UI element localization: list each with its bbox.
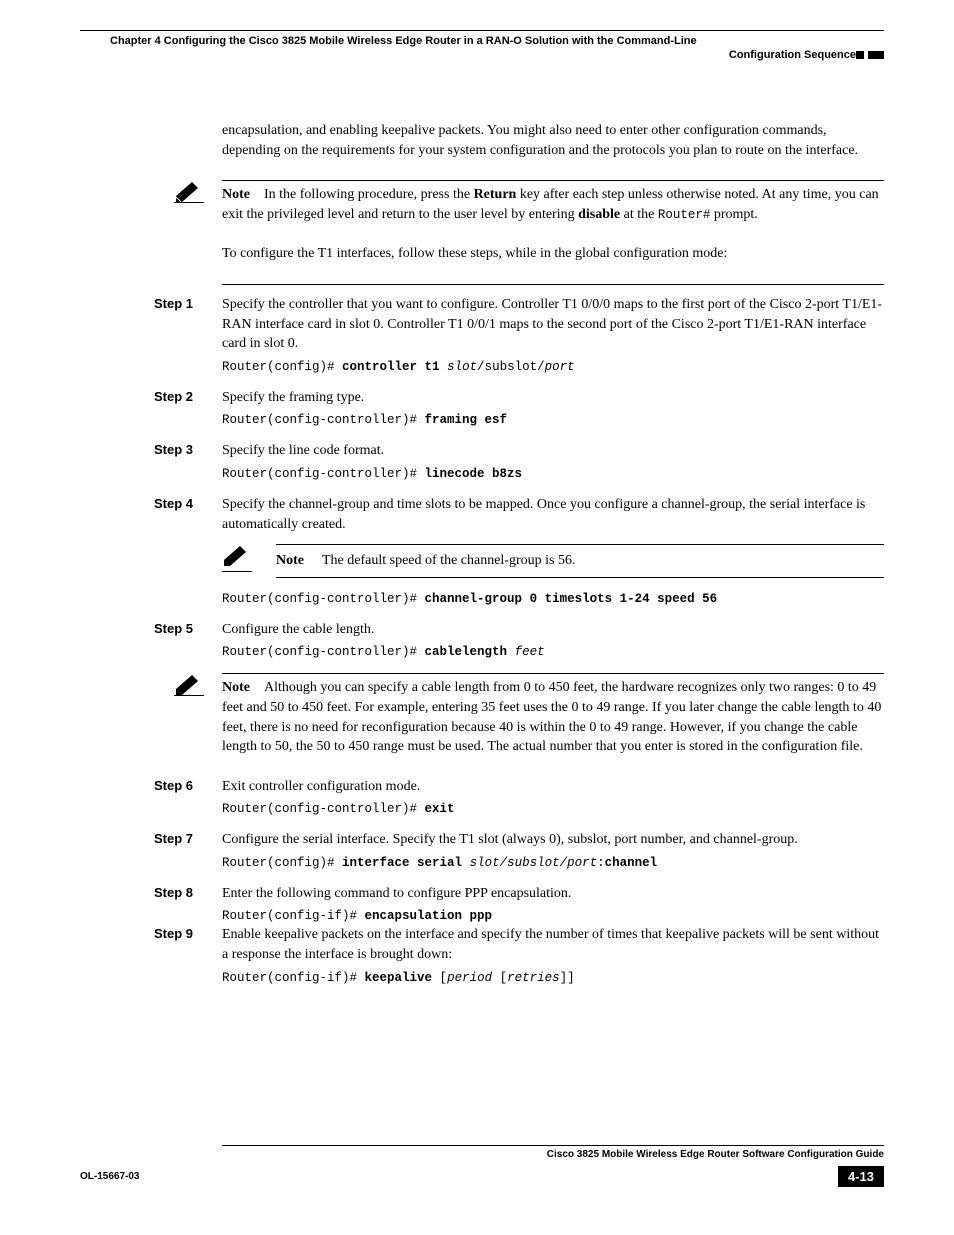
- step-label: Step 6: [154, 777, 222, 793]
- code-line: Router(config)# interface serial slot/su…: [222, 856, 884, 870]
- step-6: Step 6 Exit controller configuration mod…: [154, 777, 884, 797]
- pencil-icon: [174, 180, 222, 207]
- step-3: Step 3 Specify the line code format.: [154, 441, 884, 461]
- step-divider: [222, 284, 884, 285]
- top-rule: [80, 30, 884, 31]
- step-label: Step 4: [154, 495, 222, 511]
- pencil-icon: [174, 673, 222, 700]
- step-label: Step 9: [154, 925, 222, 941]
- code-line: Router(config-if)# keepalive [period [re…: [222, 971, 884, 985]
- note-block-2: NoteAlthough you can specify a cable len…: [174, 673, 884, 756]
- step-text: Specify the channel-group and time slots…: [222, 495, 884, 534]
- step-1: Step 1 Specify the controller that you w…: [154, 295, 884, 354]
- document-page: Chapter 4 Configuring the Cisco 3825 Mob…: [0, 0, 954, 1227]
- code-line: Router(config-controller)# framing esf: [222, 413, 884, 427]
- step-text: Configure the cable length.: [222, 620, 884, 640]
- note-content: NoteAlthough you can specify a cable len…: [222, 673, 884, 756]
- step-text: Exit controller configuration mode.: [222, 777, 884, 797]
- page-footer: Cisco 3825 Mobile Wireless Edge Router S…: [80, 1145, 884, 1187]
- code-line: Router(config-controller)# channel-group…: [222, 592, 884, 606]
- step-label: Step 8: [154, 884, 222, 900]
- step-5: Step 5 Configure the cable length.: [154, 620, 884, 640]
- note-block-1: NoteIn the following procedure, press th…: [174, 180, 884, 224]
- pencil-icon: [222, 544, 276, 576]
- step-label: Step 1: [154, 295, 222, 311]
- inner-note: NoteThe default speed of the channel-gro…: [222, 544, 884, 578]
- step-text: Enter the following command to configure…: [222, 884, 884, 904]
- step-7: Step 7 Configure the serial interface. S…: [154, 830, 884, 850]
- code-line: Router(config-controller)# cablelength f…: [222, 645, 884, 659]
- step-2: Step 2 Specify the framing type.: [154, 388, 884, 408]
- section-header: Configuration Sequence: [80, 49, 884, 61]
- step-label: Step 5: [154, 620, 222, 636]
- step-label: Step 3: [154, 441, 222, 457]
- step-4: Step 4 Specify the channel-group and tim…: [154, 495, 884, 534]
- footer-docid: OL-15667-03: [80, 1171, 139, 1182]
- lead-in-text: To configure the T1 interfaces, follow t…: [222, 244, 884, 264]
- footer-title: Cisco 3825 Mobile Wireless Edge Router S…: [222, 1149, 884, 1160]
- step-label: Step 7: [154, 830, 222, 846]
- footer-pagenum: 4-13: [838, 1166, 884, 1187]
- step-text: Configure the serial interface. Specify …: [222, 830, 884, 850]
- step-text: Specify the framing type.: [222, 388, 884, 408]
- step-text: Specify the controller that you want to …: [222, 295, 884, 354]
- intro-paragraph: encapsulation, and enabling keepalive pa…: [222, 121, 884, 160]
- note-label: Note: [222, 680, 250, 695]
- step-9: Step 9 Enable keepalive packets on the i…: [154, 925, 884, 964]
- step-8: Step 8 Enter the following command to co…: [154, 884, 884, 904]
- step-label: Step 2: [154, 388, 222, 404]
- step-text: Enable keepalive packets on the interfac…: [222, 925, 884, 964]
- code-line: Router(config)# controller t1 slot/subsl…: [222, 360, 884, 374]
- code-line: Router(config-controller)# exit: [222, 802, 884, 816]
- inner-note-content: NoteThe default speed of the channel-gro…: [276, 544, 884, 578]
- chapter-header: Chapter 4 Configuring the Cisco 3825 Mob…: [110, 35, 884, 47]
- code-line: Router(config-if)# encapsulation ppp: [222, 909, 884, 923]
- step-text: Specify the line code format.: [222, 441, 884, 461]
- note-content: NoteIn the following procedure, press th…: [222, 180, 884, 224]
- note-label: Note: [222, 187, 250, 202]
- code-line: Router(config-controller)# linecode b8zs: [222, 467, 884, 481]
